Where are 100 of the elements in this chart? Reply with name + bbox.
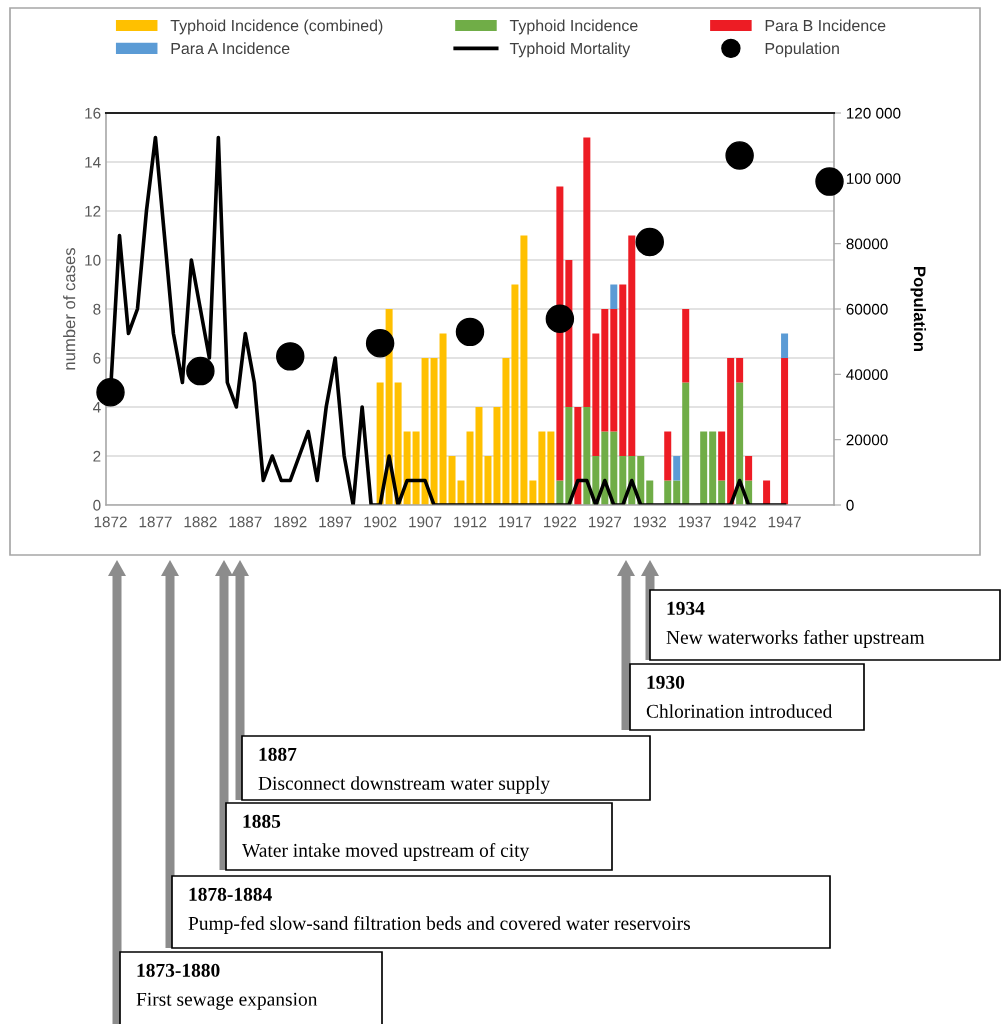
y-axis-title: number of cases <box>63 247 76 370</box>
point <box>186 356 215 386</box>
legend-label: Para B Incidence <box>765 19 886 32</box>
y2-tick-label: 120 000 <box>846 107 901 119</box>
x-tick-label: 1917 <box>499 516 532 528</box>
bar <box>511 284 519 505</box>
legend-label: Typhoid Mortality <box>509 42 631 58</box>
text: 1878-1884 Pump-fed slow-sand filtration beds and covered water reservoirs <box>188 887 690 934</box>
bar <box>547 431 555 505</box>
bar <box>682 309 690 383</box>
bar <box>673 456 681 481</box>
bar <box>781 358 789 505</box>
bar <box>745 456 753 481</box>
legend-label: Typhoid Incidence <box>509 19 638 35</box>
bar <box>763 480 771 505</box>
y2-tick-label: 60000 <box>846 303 888 315</box>
bar <box>682 382 690 505</box>
bar <box>448 456 456 505</box>
bar <box>628 235 636 456</box>
y-tick-label: 8 <box>93 303 101 315</box>
bar <box>529 480 537 505</box>
text: 1887 Disconnect downstream water supply <box>258 747 551 794</box>
point <box>725 141 754 170</box>
legend-label: Typhoid Incidence (combined) <box>170 19 383 35</box>
y2-tick-label: 0 <box>846 499 854 511</box>
y-tick-label: 16 <box>85 107 101 119</box>
legend-label: Para A Incidence <box>171 42 290 55</box>
bar <box>520 235 528 505</box>
bar <box>646 480 654 505</box>
text: 1885 Water intake moved upstream of city <box>242 814 530 861</box>
bar <box>403 431 411 505</box>
bar <box>718 480 726 505</box>
y2-axis-title: Population <box>910 267 927 352</box>
bar <box>412 431 420 505</box>
bar <box>583 137 591 407</box>
text: 1934 New waterworks father upstream <box>666 601 925 648</box>
bar <box>439 333 447 505</box>
point <box>635 227 664 257</box>
bar <box>781 333 789 358</box>
x-tick-label: 1877 <box>139 516 172 528</box>
x-tick-label: 1902 <box>364 516 397 528</box>
x-tick-label: 1892 <box>274 516 307 528</box>
x-tick-label: 1872 <box>94 516 127 528</box>
y-tick-label: 14 <box>85 157 101 168</box>
y-tick-label: 4 <box>92 402 101 413</box>
y-tick-label: 0 <box>93 499 101 511</box>
bar <box>601 309 609 432</box>
legend-label: Population <box>765 42 839 58</box>
y-tick-label: 6 <box>93 352 101 364</box>
x-tick-label: 1907 <box>409 516 442 528</box>
bar <box>610 431 618 505</box>
x-tick-label: 1947 <box>768 516 801 528</box>
point <box>455 317 485 347</box>
bar <box>736 382 744 505</box>
x-tick-label: 1897 <box>319 516 352 528</box>
x-tick-label: 1912 <box>454 516 487 528</box>
y2-tick-label: 100 000 <box>846 173 901 185</box>
bar <box>664 480 672 505</box>
x-tick-label: 1932 <box>633 516 666 528</box>
bar <box>538 431 546 505</box>
bar <box>574 407 582 505</box>
x-tick-label: 1887 <box>229 516 262 528</box>
x-tick-label: 1882 <box>184 516 217 528</box>
bar <box>376 382 384 505</box>
x-tick-label: 1927 <box>588 516 622 528</box>
bar <box>556 480 564 505</box>
bar <box>718 431 726 481</box>
bar <box>673 480 681 505</box>
bar <box>565 407 573 505</box>
y-tick-label: 12 <box>85 205 101 217</box>
bar <box>556 186 564 481</box>
x-tick-label: 1942 <box>723 516 756 528</box>
bar <box>709 431 717 505</box>
text: 1873-1880 First sewage expansion <box>136 963 318 1010</box>
x-tick-label: 1937 <box>678 516 711 528</box>
bar <box>736 358 744 383</box>
point <box>815 167 844 196</box>
bar <box>592 333 600 456</box>
y2-tick-label: 20000 <box>846 434 888 446</box>
bar <box>619 284 627 456</box>
bar <box>430 358 438 505</box>
bar <box>421 358 429 505</box>
bar <box>484 456 492 505</box>
point <box>365 329 395 358</box>
y-tick-label: 2 <box>93 450 101 462</box>
bar <box>700 431 708 505</box>
bar <box>502 358 510 505</box>
x-tick-label: 1922 <box>544 516 577 528</box>
bar <box>664 431 672 481</box>
bar <box>727 358 735 505</box>
bar <box>583 407 591 505</box>
point <box>276 342 305 371</box>
y2-tick-label: 40000 <box>846 369 888 381</box>
point <box>545 304 575 334</box>
bar <box>493 407 501 505</box>
bar <box>610 284 618 309</box>
y2-tick-label: 80000 <box>846 238 888 250</box>
y-tick-label: 10 <box>85 254 101 266</box>
text: 1930 Chlorination introduced <box>646 675 833 718</box>
bar <box>610 309 618 432</box>
